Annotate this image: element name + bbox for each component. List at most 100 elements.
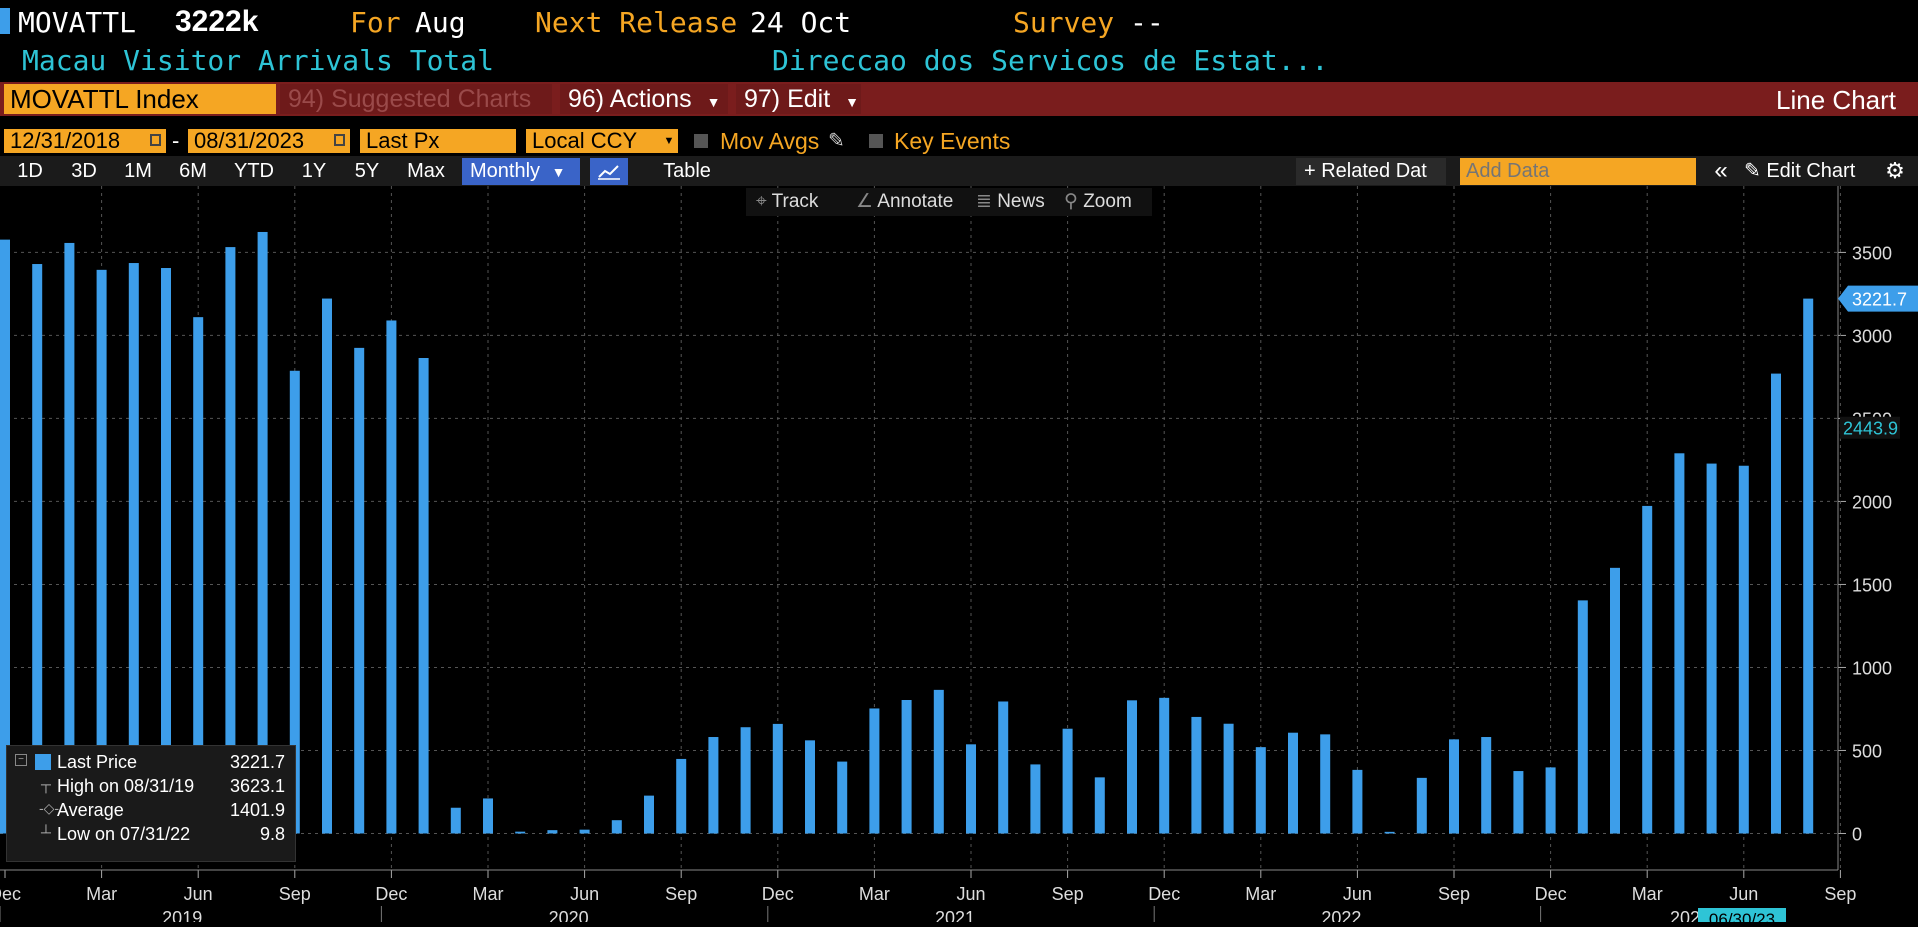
- key-events-checkbox[interactable]: [869, 134, 883, 148]
- bar: [805, 740, 815, 834]
- x-tick-label: Mar: [859, 884, 890, 904]
- bar-chart[interactable]: 0500100015002000250030003500DecMarJunSep…: [0, 186, 1918, 927]
- bar: [901, 699, 912, 834]
- survey-value: --: [1130, 6, 1164, 39]
- range-max[interactable]: Max: [407, 160, 445, 182]
- track-button[interactable]: ⌖ Track: [756, 188, 818, 216]
- range-6m[interactable]: 6M: [179, 160, 207, 182]
- range-3d[interactable]: 3D: [71, 160, 97, 182]
- x-tick-label: Jun: [184, 884, 213, 904]
- add-data-input[interactable]: [1460, 158, 1696, 185]
- last-date-tag: 06/30/23: [1709, 910, 1775, 922]
- range-ytd[interactable]: YTD: [234, 160, 274, 182]
- bar: [1803, 298, 1814, 834]
- legend-low-label: Low on 07/31/22: [57, 824, 191, 844]
- bar: [418, 357, 429, 834]
- range-1y[interactable]: 1Y: [301, 160, 327, 182]
- security-input[interactable]: MOVATTL Index: [4, 84, 276, 114]
- period-select[interactable]: Monthly ▼: [462, 158, 580, 185]
- edit-chart-button[interactable]: ✎ Edit Chart: [1744, 158, 1884, 185]
- edit-button[interactable]: 97) Edit ▼: [736, 84, 861, 114]
- currency-select[interactable]: Local CCY: [526, 129, 660, 153]
- y-tick-label: 1000: [1852, 658, 1892, 678]
- bar: [933, 689, 944, 834]
- annotate-button[interactable]: ∠ Annotate: [856, 188, 953, 216]
- chevron-down-icon[interactable]: ▼: [660, 129, 678, 153]
- date-separator: -: [172, 128, 180, 153]
- suggested-charts-button[interactable]: 94) Suggested Charts: [280, 84, 552, 114]
- chart-area[interactable]: 0500100015002000250030003500DecMarJunSep…: [0, 186, 1918, 927]
- source[interactable]: Direccao dos Servicos de Estat...: [772, 44, 1329, 77]
- chevron-down-icon: ▼: [845, 94, 859, 110]
- edit-chart-label: Edit Chart: [1766, 160, 1856, 182]
- annotate-label: Annotate: [877, 191, 954, 212]
- bar: [193, 317, 204, 834]
- bar: [128, 263, 139, 834]
- bar: [1706, 463, 1717, 834]
- bar: [1159, 697, 1170, 834]
- bar: [1513, 771, 1524, 834]
- bar: [740, 727, 751, 834]
- bar: [1255, 747, 1266, 834]
- y-tick-label: 3000: [1852, 326, 1892, 346]
- track-label: Track: [771, 191, 819, 212]
- x-tick-label: Mar: [1632, 884, 1663, 904]
- bar: [450, 807, 461, 834]
- collapse-icon[interactable]: −: [15, 754, 27, 766]
- bar: [1288, 732, 1298, 834]
- ticker[interactable]: MOVATTL: [18, 6, 137, 39]
- range-1d[interactable]: 1D: [17, 160, 43, 182]
- mov-avgs-label: Mov Avgs: [720, 128, 820, 154]
- bar: [483, 798, 493, 834]
- survey-label: Survey: [1013, 6, 1115, 39]
- actions-button[interactable]: 96) Actions ▼: [560, 84, 728, 114]
- legend-box[interactable]: − Last Price 3221.7 ┬ High on 08/31/19 3…: [6, 745, 296, 862]
- bar: [708, 737, 719, 834]
- bar: [1545, 767, 1556, 834]
- zoom-button[interactable]: ⚲ Zoom: [1064, 188, 1132, 216]
- year-label: 2022: [1321, 908, 1361, 922]
- x-tick-label: Mar: [1245, 884, 1276, 904]
- x-tick-label: Sep: [665, 884, 697, 904]
- news-button[interactable]: ≣ News: [976, 188, 1045, 216]
- mov-avgs-checkbox[interactable]: [694, 134, 708, 148]
- range-5y[interactable]: 5Y: [354, 160, 380, 182]
- range-1m[interactable]: 1M: [124, 160, 152, 182]
- year-label: 2020: [549, 908, 589, 922]
- crosshair-icon: ⌖: [756, 191, 767, 212]
- field-select[interactable]: Last Px: [360, 129, 516, 153]
- header-value: 3222k: [175, 5, 259, 38]
- chart-type-label[interactable]: Line Chart: [1776, 85, 1896, 115]
- last-value-tag: 3221.7: [1852, 290, 1907, 310]
- x-tick-label: Jun: [956, 884, 985, 904]
- x-tick-label: Mar: [86, 884, 117, 904]
- x-tick-label: Jun: [570, 884, 599, 904]
- calendar-icon[interactable]: [330, 129, 350, 153]
- x-tick-label: Dec: [762, 884, 794, 904]
- bar: [257, 231, 268, 834]
- x-tick-label: Sep: [1824, 884, 1856, 904]
- pencil-icon[interactable]: ✎: [828, 130, 845, 152]
- for-label: For: [350, 6, 401, 39]
- collapse-icon[interactable]: «: [1714, 157, 1728, 184]
- bar: [1416, 777, 1427, 834]
- x-tick-label: Dec: [375, 884, 407, 904]
- news-icon: ≣: [976, 191, 992, 212]
- date-controls: 12/31/2018 - 08/31/2023 Last Px Local CC…: [0, 128, 1918, 154]
- header-line-2: Macau Visitor Arrivals Total Direccao do…: [0, 40, 1918, 80]
- zoom-label: Zoom: [1083, 191, 1132, 212]
- bar: [1642, 505, 1653, 834]
- bar: [289, 370, 300, 834]
- x-tick-label: Dec: [0, 884, 21, 904]
- related-data-button[interactable]: + Related Dat: [1296, 158, 1446, 185]
- bar: [1062, 728, 1073, 834]
- legend-high-label: High on 08/31/19: [57, 776, 195, 796]
- line-chart-icon[interactable]: [590, 158, 628, 185]
- calendar-icon[interactable]: [146, 129, 166, 153]
- bar: [837, 761, 848, 834]
- period-label: Monthly: [470, 160, 541, 182]
- table-button[interactable]: Table: [663, 160, 711, 182]
- start-date-input[interactable]: 12/31/2018: [4, 129, 146, 153]
- gear-icon[interactable]: ⚙: [1885, 158, 1905, 183]
- end-date-input[interactable]: 08/31/2023: [188, 129, 330, 153]
